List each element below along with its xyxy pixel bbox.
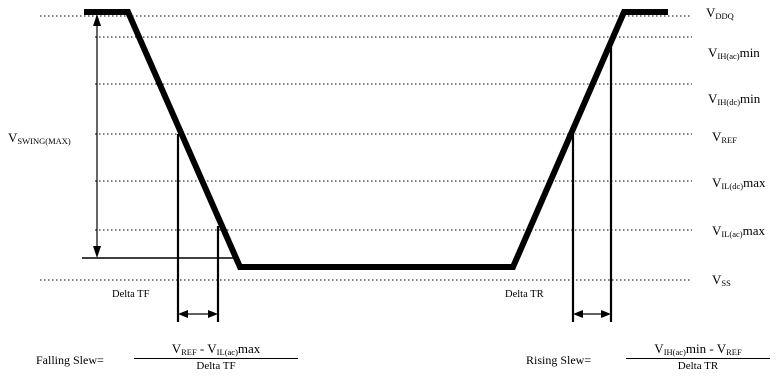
vss-v: V — [712, 272, 722, 287]
falling-num-b-v: V — [207, 341, 217, 356]
falling-arrow-right — [208, 310, 218, 318]
rising-num-a-v: V — [654, 341, 664, 356]
vil-dc-v: V — [712, 175, 722, 190]
label-vswing: VSWING(MAX) — [8, 130, 71, 147]
rising-num-mid: - — [706, 341, 717, 356]
falling-slew-fraction: VREF - VIL(ac)max Delta TF — [134, 341, 298, 372]
falling-slew-label: Falling Slew= — [36, 353, 104, 367]
label-delta-tf: Delta TF — [112, 289, 150, 300]
vss-sub: SS — [721, 278, 731, 288]
vih-dc-sub: IH(dc) — [717, 97, 741, 107]
rising-slew-fraction: VIH(ac)min - VREF Delta TR — [626, 341, 770, 372]
falling-arrow-left — [178, 310, 188, 318]
rising-num-a-sub: IH(ac) — [663, 347, 686, 357]
vih-ac-sub: IH(ac) — [717, 51, 740, 61]
rising-num-b-v: V — [716, 341, 727, 356]
label-vil-ac: VIL(ac)max — [712, 223, 766, 240]
falling-num-b-sub: IL(ac) — [216, 347, 238, 357]
label-delta-tr: Delta TR — [505, 289, 544, 300]
falling-num-a-sub: REF — [181, 347, 197, 357]
falling-num-a-v: V — [171, 341, 182, 356]
falling-delta-markers — [176, 134, 220, 322]
vil-ac-suffix: max — [742, 223, 766, 238]
rising-num-a-suffix: min — [685, 341, 707, 356]
vswing-sub: SWING(MAX) — [17, 136, 71, 146]
label-vref: VREF — [712, 129, 737, 146]
vddq-v: V — [706, 5, 716, 20]
swing-arrow — [93, 14, 101, 258]
label-vih-dc: VIH(dc)min — [708, 91, 761, 108]
vref-v: V — [712, 129, 722, 144]
rising-slew-label: Rising Slew= — [526, 353, 592, 367]
vref-sub: REF — [721, 135, 737, 145]
rising-num-b-sub: REF — [726, 347, 742, 357]
vswing-v: V — [8, 130, 18, 145]
reference-lines — [40, 15, 692, 281]
label-vss: VSS — [712, 272, 731, 289]
label-vih-ac: VIH(ac)min — [708, 45, 760, 62]
vil-ac-sub: IL(ac) — [721, 229, 743, 239]
vil-dc-sub: IL(dc) — [721, 181, 744, 191]
waveform — [84, 9, 668, 270]
rising-arrow-left — [573, 310, 583, 318]
vih-dc-v: V — [708, 91, 718, 106]
rising-slew-numerator: VIH(ac)min - VREF — [626, 341, 770, 358]
vil-ac-v: V — [712, 223, 722, 238]
vih-ac-suffix: min — [739, 45, 760, 60]
label-vil-dc: VIL(dc)max — [712, 175, 766, 192]
rising-slew-denominator: Delta TR — [626, 358, 770, 372]
falling-slew-numerator: VREF - VIL(ac)max — [134, 341, 298, 358]
vil-dc-suffix: max — [743, 175, 766, 190]
falling-num-b-suffix: max — [237, 341, 261, 356]
vih-ac-v: V — [708, 45, 718, 60]
vih-dc-suffix: min — [740, 91, 761, 106]
label-vddq: VDDQ — [706, 5, 734, 22]
vddq-sub: DDQ — [715, 11, 734, 21]
rising-arrow-right — [601, 310, 611, 318]
falling-num-mid: - — [196, 341, 208, 356]
falling-slew-denominator: Delta TF — [134, 358, 298, 372]
